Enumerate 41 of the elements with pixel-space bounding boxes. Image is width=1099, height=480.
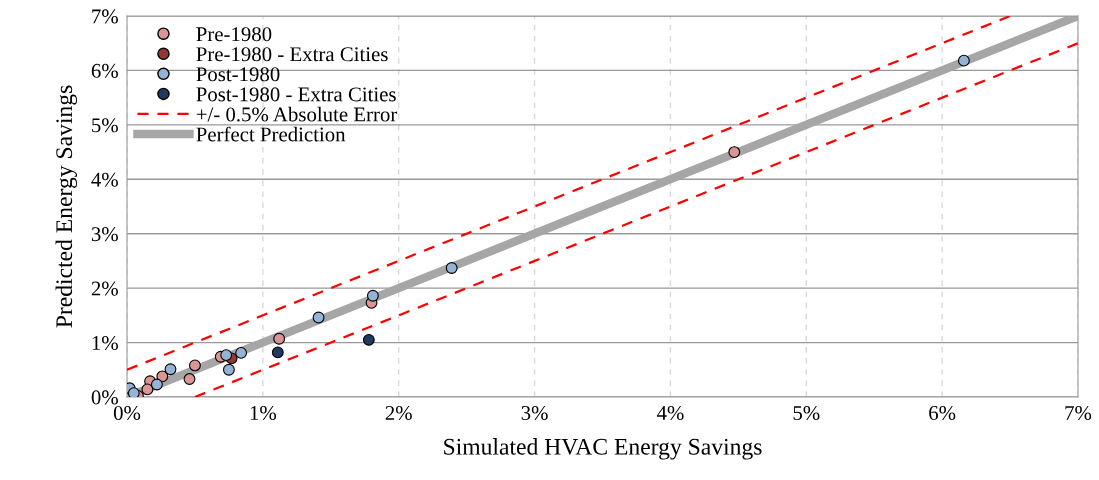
point — [445, 262, 458, 274]
point — [271, 346, 284, 359]
point — [150, 378, 163, 391]
y-tick-label: 5% — [92, 118, 118, 133]
x-axis-title: Simulated HVAC Energy Savings — [444, 438, 762, 460]
y-tick-label: 6% — [91, 63, 118, 78]
y-tick-label: 1% — [92, 335, 118, 351]
x-tick-label: 3% — [521, 405, 548, 421]
point — [141, 383, 154, 396]
legend-label: Perfect Prediction — [196, 126, 346, 142]
y-tick-label: 3% — [91, 227, 118, 242]
point — [957, 54, 970, 67]
point — [183, 373, 196, 385]
point — [362, 333, 375, 346]
x-tick-label: 1% — [250, 405, 277, 421]
legend-label: Pre-1980 - Extra Cities — [196, 47, 388, 62]
point — [220, 349, 233, 362]
point — [222, 363, 235, 376]
point — [188, 359, 201, 372]
y-tick-label: 0% — [91, 390, 118, 405]
x-tick-label: 7% — [1065, 405, 1092, 421]
legend-label: Post-1980 — [196, 67, 280, 82]
x-tick-label: 0% — [113, 405, 141, 421]
x-tick-label: 4% — [656, 405, 684, 421]
point — [235, 346, 248, 359]
legend-label: Post-1980 - Extra Cities — [196, 87, 396, 102]
y-tick-label: 4% — [91, 172, 118, 187]
legend-label: Pre-1980 — [196, 27, 272, 42]
legend-label: +/- 0.5% Absolute Error — [196, 106, 398, 122]
x-tick-label: 6% — [929, 405, 956, 421]
point — [366, 289, 379, 302]
point — [273, 332, 286, 345]
y-axis-title: Predicted Energy Savings — [55, 85, 78, 328]
point — [312, 311, 325, 324]
x-tick-label: 2% — [385, 405, 412, 421]
point — [127, 387, 140, 397]
y-tick-label: 2% — [91, 281, 118, 296]
y-tick-label: 7% — [92, 9, 118, 24]
point — [164, 363, 177, 376]
point — [728, 146, 741, 159]
x-tick-label: 5% — [793, 405, 820, 421]
